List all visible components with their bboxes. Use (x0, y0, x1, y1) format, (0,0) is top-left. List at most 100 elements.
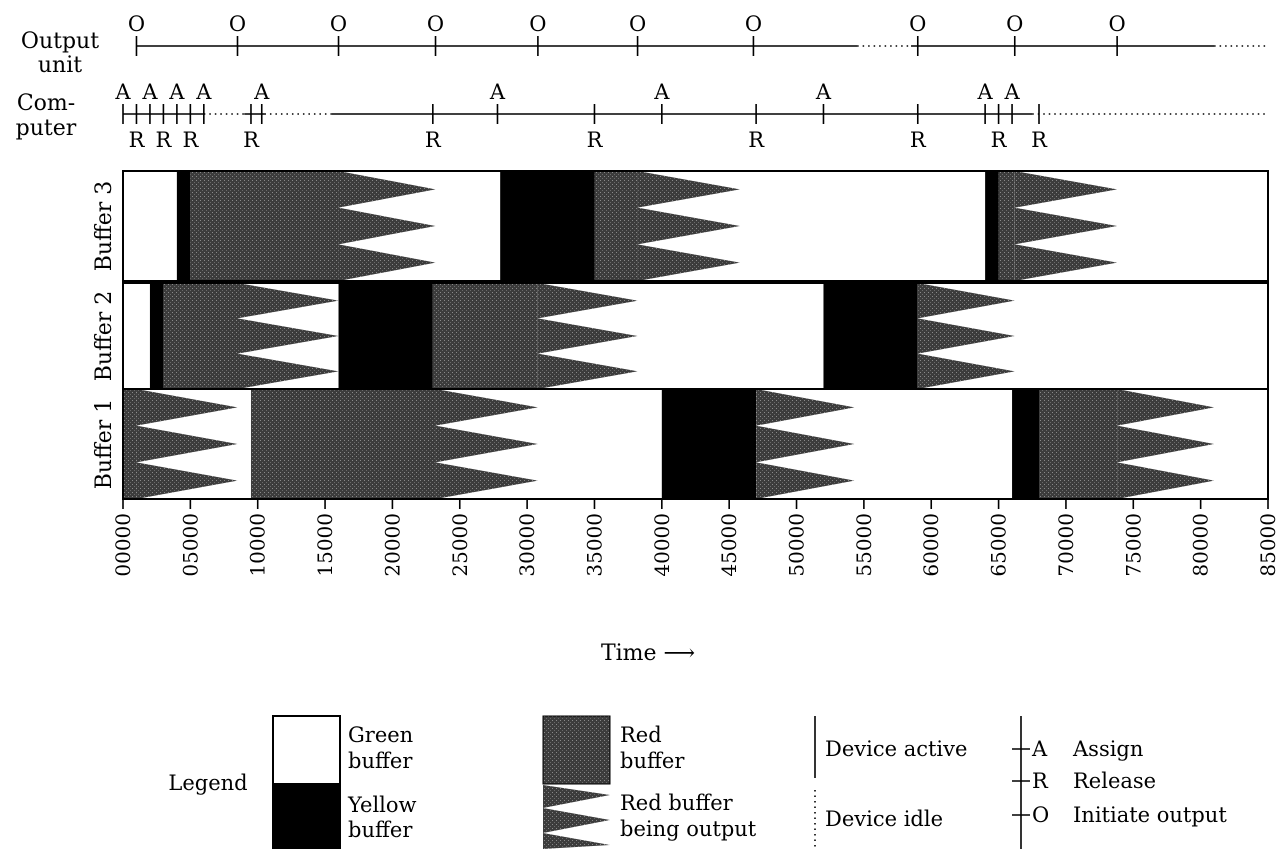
buffer-2-segment-10-green (1014, 283, 1268, 389)
buffer-1-segment-7-output-tooth-0 (637, 171, 740, 208)
legend-device-active: Device active (825, 737, 967, 761)
x-tick-label-0: 00000 (111, 513, 135, 577)
buffer-3-segment-12-green (1214, 389, 1268, 499)
legend-release-text: Release (1073, 769, 1156, 793)
buffer-2-segment-5-red (432, 283, 538, 389)
buffer-2-segment-9-output-tooth-0 (917, 283, 1015, 319)
output-unit-event-O-7: O (909, 12, 926, 36)
output-unit-label-line2: unit (38, 53, 82, 78)
computer-event-R-15: R (910, 128, 927, 152)
legend-yellow-line2: buffer (348, 818, 413, 842)
legend-assign-text: Assign (1072, 737, 1143, 761)
buffer-1-segment-7-output-tooth-1 (637, 207, 740, 245)
output-unit-event-O-1: O (229, 12, 246, 36)
buffer-3-frame (122, 388, 1269, 500)
buffer-3-segment-0-red (123, 389, 137, 499)
buffer-2-segment-6-output-tooth-0 (537, 283, 638, 319)
buffer-3-segment-4-output-tooth-2 (435, 462, 538, 499)
output-unit-event-O-4: O (529, 12, 546, 36)
buffer-1-segment-9-yellow (985, 171, 999, 281)
buffer-1-segment-0-green (123, 171, 177, 281)
buffer-3-segment-7-output-tooth-0 (756, 389, 855, 426)
x-tick-label-4: 20000 (380, 513, 404, 577)
computer-event-A-16: A (977, 80, 994, 104)
x-tick-label-12: 60000 (919, 513, 943, 577)
x-axis-label: Time ⟶ (601, 641, 695, 666)
computer-event-R-19: R (1031, 128, 1048, 152)
output-unit-event-O-6: O (745, 12, 762, 36)
legend-green-line2: buffer (348, 749, 413, 773)
x-tick-label-17: 85000 (1256, 513, 1280, 577)
computer-label-line2: puter (16, 116, 77, 141)
buffer-3-segment-11-output-tooth-2 (1117, 462, 1215, 499)
buffer-1-frame (122, 170, 1269, 282)
x-tick-label-7: 35000 (582, 513, 606, 577)
buffer-1-segment-10-red (998, 171, 1015, 281)
output-unit-label: Output unit (21, 29, 99, 78)
buffer-3-segment-7-output-tooth-2 (756, 462, 855, 499)
buffer-label-1: Buffer 3 (92, 181, 117, 272)
computer-event-R-1: R (129, 128, 146, 152)
buffer-rows: Buffer 3 Buffer 2 Buffer 1 (92, 170, 1269, 500)
buffer-1-segment-3-output-tooth-0 (338, 171, 436, 208)
buffer-3-segment-11-output-tooth-1 (1117, 425, 1215, 463)
buffer-1-segment-2-red (190, 171, 339, 281)
computer-label-line1: Com- (17, 91, 75, 116)
buffer-3-segment-8-green (854, 389, 1013, 499)
legend-green-swatch (272, 715, 341, 785)
legend-red-line2: buffer (620, 749, 685, 773)
output-unit-event-O-5: O (629, 12, 646, 36)
buffer-2-segment-7-green (637, 283, 824, 389)
buffer-1-segment-5-yellow (500, 171, 595, 281)
buffer-2-segment-3-output-tooth-0 (237, 283, 339, 319)
legend-initiate-text: Initiate output (1073, 803, 1227, 827)
legend-initiate-symbol: O (1032, 803, 1049, 827)
computer-event-A-2: A (141, 80, 158, 104)
legend-output-tooth-2 (543, 808, 610, 833)
buffer-1-segment-11-output-tooth-1 (1014, 207, 1118, 245)
legend-yellow-swatch (272, 783, 341, 849)
buffer-2-segment-0-green (123, 283, 150, 389)
buffer-3-segment-2-green (237, 389, 251, 499)
buffer-label-3: Buffer 1 (92, 399, 117, 490)
buffer-label-2: Buffer 2 (92, 291, 117, 382)
output-unit-event-O-0: O (128, 12, 145, 36)
x-tick-label-16: 80000 (1189, 513, 1213, 577)
buffer-3-segment-6-yellow (661, 389, 757, 499)
buffer-1-segment-3-output-tooth-1 (338, 207, 436, 245)
buffer-1-segment-3-output-tooth-2 (338, 244, 436, 281)
computer-event-R-13: R (748, 128, 765, 152)
computer-event-A-6: A (195, 80, 212, 104)
buffer-1-segment-12-green (1117, 171, 1268, 281)
computer-event-R-9: R (425, 128, 442, 152)
x-tick-label-11: 55000 (852, 513, 876, 577)
x-tick-label-8: 40000 (650, 513, 674, 577)
buffer-3-segment-11-output-tooth-0 (1117, 389, 1215, 426)
x-tick-label-13: 65000 (987, 513, 1011, 577)
legend-red-swatch (542, 715, 611, 785)
legend-yellow-line1: Yellow (347, 793, 417, 817)
buffer-2-segment-6-output-tooth-1 (537, 318, 638, 354)
buffer-3-segment-10-red (1039, 389, 1118, 499)
buffer-1-segment-11-output-tooth-0 (1014, 171, 1118, 208)
computer-event-R-3: R (156, 128, 173, 152)
buffer-1-segment-11-output-tooth-2 (1014, 244, 1118, 281)
output-unit-event-O-3: O (427, 12, 444, 36)
legend-red-line1: Red (620, 723, 662, 747)
computer-event-R-5: R (182, 128, 199, 152)
output-unit-event-O-8: O (1006, 12, 1023, 36)
buffer-2-segment-9-output-tooth-2 (917, 353, 1015, 389)
buffer-3-segment-7-output-tooth-1 (756, 425, 855, 463)
buffer-3-segment-1-output-tooth-2 (136, 462, 238, 499)
buffer-2-segment-4-yellow (338, 283, 433, 389)
x-tick-label-14: 70000 (1054, 513, 1078, 577)
buffer-3-segment-4-output-tooth-0 (435, 389, 538, 426)
buffer-3-segment-9-yellow (1012, 389, 1039, 499)
legend-device-idle: Device idle (825, 807, 943, 831)
buffer-3-segment-3-red (250, 389, 436, 499)
buffer-2-segment-3-output-tooth-2 (237, 353, 339, 389)
legend-release-symbol: R (1032, 769, 1049, 793)
buffer-2-segment-1-yellow (149, 283, 164, 389)
